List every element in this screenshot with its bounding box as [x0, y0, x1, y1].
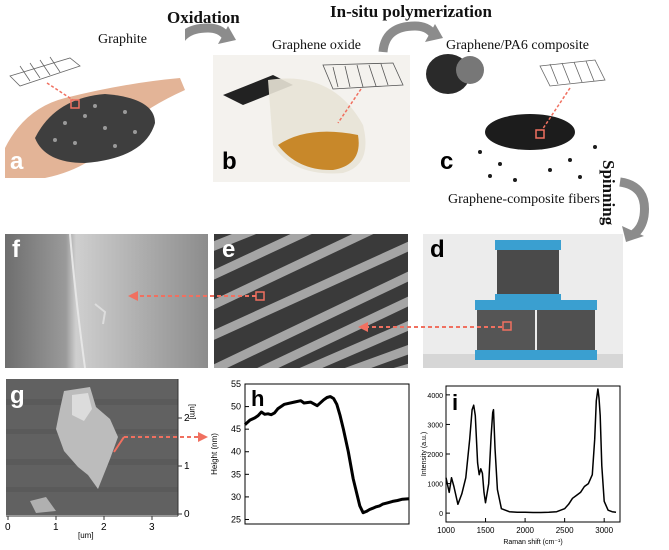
y-axis-label: Intensity (a.u.) — [421, 432, 428, 476]
afm-y-tick-1: 1 — [184, 461, 190, 472]
afm-y-tick-0: 0 — [184, 509, 190, 520]
y-tick-label: 40 — [231, 447, 241, 457]
panel-d-spools-photo — [423, 234, 623, 368]
panel-label-i: i — [452, 390, 458, 415]
panel-h-height-profile-chart: 25 30 35 40 45 50 55 Height (nm) h — [210, 379, 410, 525]
x-tick-label: 1000 — [437, 526, 455, 535]
fibers-caption: Graphene-composite fibers — [448, 192, 600, 207]
afm-x-tick-2: 2 — [101, 522, 107, 533]
panel-label-c: c — [440, 148, 454, 175]
x-tick-label: 1500 — [477, 526, 495, 535]
panel-e-sem-fibers — [214, 234, 408, 368]
y-tick-label: 45 — [231, 424, 241, 434]
oxidation-title: Oxidation — [167, 8, 240, 27]
afm-x-tick-3: 3 — [149, 522, 155, 533]
panel-a-graphite-photo — [5, 28, 185, 178]
panel-label-f: f — [12, 236, 20, 263]
raman-spectrum-line — [445, 388, 617, 514]
x-tick-label: 2000 — [516, 526, 534, 535]
spinning-curved-arrow — [619, 177, 649, 242]
panel-label-h: h — [251, 386, 264, 411]
panel-g-afm-image — [6, 379, 178, 515]
y-tick-label: 3000 — [427, 422, 443, 429]
y-tick-label: 35 — [231, 469, 241, 479]
y-tick-label: 4000 — [427, 393, 443, 400]
panel-c-composite-photo — [420, 52, 620, 202]
panel-label-b: b — [222, 148, 237, 175]
y-tick-label: 50 — [231, 402, 241, 412]
afm-x-unit: [um] — [78, 531, 94, 540]
panel-label-e: e — [222, 236, 236, 263]
y-axis-label: Height (nm) — [210, 433, 219, 475]
y-tick-label: 30 — [231, 492, 241, 502]
y-tick-label: 25 — [231, 514, 241, 524]
composite-caption: Graphene/PA6 composite — [446, 38, 589, 53]
panel-label-g: g — [10, 382, 25, 409]
y-tick-label: 0 — [439, 511, 443, 518]
polymerization-curved-arrow — [378, 21, 443, 53]
afm-axes: 0 1 2 3 [um] 0 1 2 [um] — [5, 379, 197, 540]
afm-y-tick-2: 2 — [184, 413, 190, 424]
panel-label-a: a — [10, 148, 24, 175]
panel-label-d: d — [430, 236, 445, 263]
polymerization-title: In-situ polymerization — [330, 2, 492, 21]
height-profile-line — [243, 395, 410, 515]
plot-frame — [244, 383, 410, 525]
x-tick-label: 3000 — [595, 526, 613, 535]
afm-x-tick-1: 1 — [53, 522, 59, 533]
x-tick-label: 2500 — [556, 526, 574, 535]
x-axis-label: Raman shift (cm⁻¹) — [503, 539, 562, 546]
panel-b-graphene-oxide-photo — [213, 55, 410, 182]
panel-i-raman-spectrum-chart: 1000 1500 2000 2500 3000 0 1000 2000 3000 4000 Ram… — [421, 385, 621, 546]
graphene-oxide-caption: Graphene oxide — [272, 38, 362, 53]
y-tick-label: 2000 — [427, 452, 443, 459]
graphite-caption: Graphite — [98, 32, 147, 47]
panel-f-sem-surface — [5, 234, 208, 368]
afm-y-unit: [um] — [188, 404, 197, 420]
y-tick-label: 1000 — [427, 482, 443, 489]
afm-x-tick-0: 0 — [5, 522, 11, 533]
y-tick-label: 55 — [231, 379, 241, 389]
